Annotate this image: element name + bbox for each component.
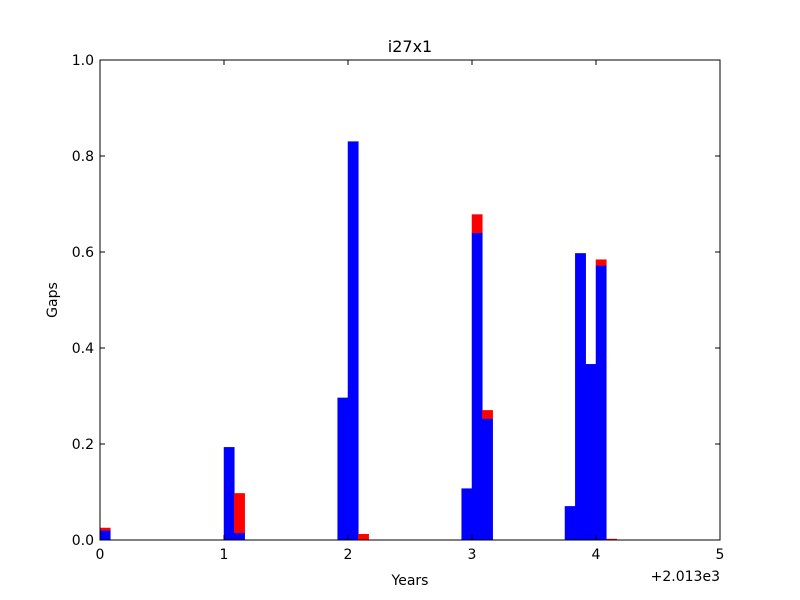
x-tick-label-4: 4 xyxy=(592,547,601,563)
bar-series1-bin12 xyxy=(595,259,607,266)
x-tick-label-2: 2 xyxy=(344,547,353,563)
x-tick-label-1: 1 xyxy=(220,547,229,563)
x-tick-label-3: 3 xyxy=(468,547,477,563)
x-offset-label: +2.013e3 xyxy=(651,569,720,585)
bar-series0-bin0 xyxy=(99,530,111,541)
bar-series1-bin7 xyxy=(471,214,483,234)
bars-layer xyxy=(99,141,617,541)
bar-series1-bin5 xyxy=(358,533,369,541)
y-tick-label-0: 0.0 xyxy=(72,533,94,549)
bar-series0-bin6 xyxy=(461,488,473,541)
bar-series0-bin12 xyxy=(595,265,607,541)
bar-series1-bin2 xyxy=(234,493,245,534)
plot-frame xyxy=(99,59,721,541)
y-axis-label: Gaps xyxy=(45,282,61,318)
chart-title: i27x1 xyxy=(388,37,432,56)
bar-series0-bin8 xyxy=(482,418,493,541)
y-tick-label-5: 1.0 xyxy=(72,53,94,69)
bar-series0-bin1 xyxy=(223,447,235,541)
x-tick-label-0: 0 xyxy=(96,547,105,563)
bar-series1-bin8 xyxy=(482,410,493,419)
bar-series0-bin9 xyxy=(564,506,576,541)
bar-series0-bin3 xyxy=(337,397,349,541)
y-tick-label-2: 0.4 xyxy=(72,341,94,357)
y-tick-label-4: 0.8 xyxy=(72,149,94,165)
bar-series0-bin2 xyxy=(234,532,245,541)
y-tick-label-3: 0.6 xyxy=(72,245,94,261)
x-tick-label-5: 5 xyxy=(716,547,725,563)
bar-series0-bin7 xyxy=(471,232,483,541)
y-tick-label-1: 0.2 xyxy=(72,437,94,453)
ticks-layer: 0 1 2 3 4 5 0.0 0.2 0.4 0.6 0.8 1.0 xyxy=(72,53,725,563)
bar-series0-bin4 xyxy=(347,141,359,541)
bar-series0-bin11 xyxy=(585,364,597,541)
x-axis-label: Years xyxy=(391,573,429,589)
bar-series0-bin10 xyxy=(575,253,586,541)
bar-series1-bin0 xyxy=(99,527,111,531)
